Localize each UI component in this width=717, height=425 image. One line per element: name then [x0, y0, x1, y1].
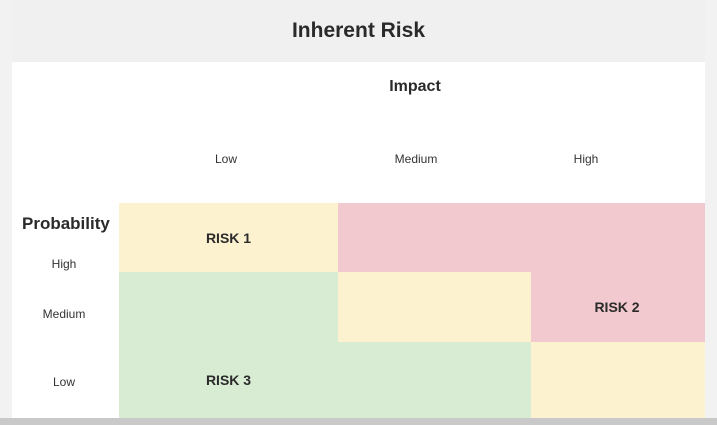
probability-axis-label: Probability: [22, 214, 110, 233]
probability-high-label: High: [51, 257, 77, 271]
risk-label: RISK 2: [594, 299, 640, 315]
risk-label: RISK 1: [205, 229, 252, 246]
cell-high-high: [531, 203, 705, 272]
cell-medium-medium: [338, 272, 531, 342]
page-title: Inherent Risk: [12, 0, 705, 62]
bottom-edge: [0, 418, 717, 425]
impact-low-label: Low: [214, 152, 237, 166]
impact-medium-label: Medium: [394, 152, 438, 166]
cell-low-high: [531, 342, 705, 418]
cell-low-medium: [338, 342, 531, 418]
risk-label: RISK 3: [205, 372, 252, 388]
cell-medium-high: RISK 2: [531, 272, 705, 342]
cell-high-low: RISK 1: [119, 203, 338, 272]
cell-low-low: RISK 3: [119, 342, 338, 418]
probability-medium-label: Medium: [42, 307, 86, 321]
cell-high-medium: [338, 203, 531, 272]
impact-high-label: High: [573, 152, 599, 166]
cell-medium-low: [119, 272, 338, 342]
impact-axis-label: Impact: [389, 78, 441, 95]
probability-low-label: Low: [52, 375, 75, 389]
